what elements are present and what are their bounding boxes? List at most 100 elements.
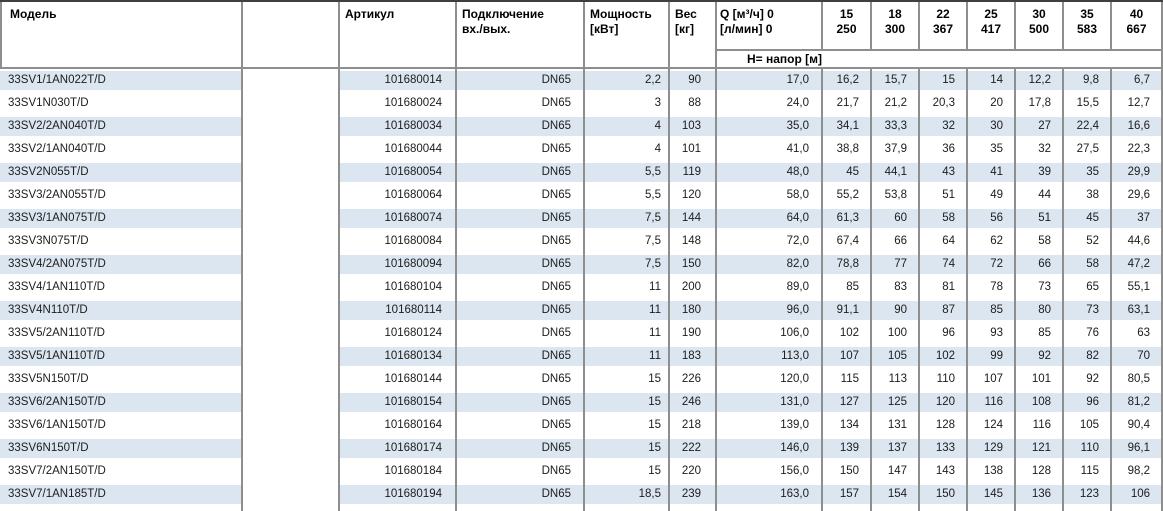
cell-power: 11 xyxy=(585,299,670,322)
cell-stub xyxy=(340,506,457,511)
cell-head-40: 29,9 xyxy=(1112,161,1163,184)
cell-model: 33SV4/1AN110T/D xyxy=(0,276,243,299)
cell-head-22: 36 xyxy=(920,138,968,161)
cell-stub xyxy=(1112,506,1163,511)
col-header-model: Модель xyxy=(0,2,243,69)
cell-head-40: 6,7 xyxy=(1112,69,1163,92)
cell-connection: DN65 xyxy=(457,437,585,460)
cell-head-22: 32 xyxy=(920,115,968,138)
cell-head-35: 73 xyxy=(1064,299,1112,322)
cell-spacer xyxy=(243,299,340,322)
cell-connection: DN65 xyxy=(457,92,585,115)
cell-model: 33SV2/1AN040T/D xyxy=(0,138,243,161)
cell-model: 33SV6/2AN150T/D xyxy=(0,391,243,414)
table-row: 33SV7/1AN185T/D 101680194 DN65 18,5 239 163,0… xyxy=(0,483,1163,506)
cell-spacer xyxy=(243,322,340,345)
cell-head-30: 121 xyxy=(1016,437,1064,460)
table-row: 33SV4/2AN075T/D 101680094 DN65 7,5 150 82,0 78… xyxy=(0,253,1163,276)
cell-weight: 246 xyxy=(670,391,717,414)
cell-article: 101680174 xyxy=(340,437,457,460)
cell-connection: DN65 xyxy=(457,161,585,184)
table-row: 33SV1N030T/D 101680024 DN65 3 88 24,0 21,7 21,2… xyxy=(0,92,1163,115)
cell-head-25: 62 xyxy=(968,230,1016,253)
cell-article: 101680114 xyxy=(340,299,457,322)
cell-head-40: 81,2 xyxy=(1112,391,1163,414)
cell-spacer xyxy=(243,253,340,276)
table-row: 33SV3/1AN075T/D 101680074 DN65 7,5 144 64,0 61… xyxy=(0,207,1163,230)
col-header-connection-line1: Подключение xyxy=(462,7,544,21)
cell-head-18: 113 xyxy=(872,368,920,391)
cell-stub xyxy=(920,506,968,511)
col-header-flow-15: 15 250 xyxy=(823,2,872,49)
cell-head-15: 107 xyxy=(823,345,872,368)
col-header-connection-line2: вх./вых. xyxy=(462,22,511,36)
cell-head-15: 55,2 xyxy=(823,184,872,207)
cell-model: 33SV2N055T/D xyxy=(0,161,243,184)
cell-head-35: 96 xyxy=(1064,391,1112,414)
cell-spacer xyxy=(243,69,340,92)
cell-weight: 120 xyxy=(670,184,717,207)
cell-power: 11 xyxy=(585,345,670,368)
header-row-sub: H= напор [м] xyxy=(0,49,1163,69)
cell-head-q0: 139,0 xyxy=(717,414,823,437)
partial-next-row xyxy=(0,506,1163,511)
cell-head-40: 96,1 xyxy=(1112,437,1163,460)
cell-power: 15 xyxy=(585,368,670,391)
head-row-label: H= напор [м] xyxy=(747,52,823,66)
cell-weight: 101 xyxy=(670,138,717,161)
cell-head-40: 80,5 xyxy=(1112,368,1163,391)
cell-head-25: 56 xyxy=(968,207,1016,230)
cell-power: 4 xyxy=(585,115,670,138)
table-row: 33SV4/1AN110T/D 101680104 DN65 11 200 89,0 85 8… xyxy=(0,276,1163,299)
cell-weight: 190 xyxy=(670,322,717,345)
flow-lmin: 300 xyxy=(884,22,906,36)
cell-connection: DN65 xyxy=(457,483,585,506)
cell-article: 101680194 xyxy=(340,483,457,506)
cell-head-18: 90 xyxy=(872,299,920,322)
cell-head-18: 60 xyxy=(872,207,920,230)
cell-head-15: 134 xyxy=(823,414,872,437)
cell-stub xyxy=(968,506,1016,511)
cell-head-35: 38 xyxy=(1064,184,1112,207)
cell-spacer xyxy=(243,345,340,368)
flow-m3h: 18 xyxy=(888,7,902,21)
cell-head-q0: 64,0 xyxy=(717,207,823,230)
cell-head-15: 139 xyxy=(823,437,872,460)
cell-head-15: 34,1 xyxy=(823,115,872,138)
cell-head-q0: 106,0 xyxy=(717,322,823,345)
cell-head-40: 29,6 xyxy=(1112,184,1163,207)
cell-head-35: 82 xyxy=(1064,345,1112,368)
cell-model: 33SV4/2AN075T/D xyxy=(0,253,243,276)
col-header-model-label: Модель xyxy=(10,7,57,21)
cell-head-22: 87 xyxy=(920,299,968,322)
flow-m3h: 35 xyxy=(1080,7,1094,21)
cell-connection: DN65 xyxy=(457,322,585,345)
cell-head-15: 67,4 xyxy=(823,230,872,253)
cell-head-q0: 82,0 xyxy=(717,253,823,276)
cell-model: 33SV4N110T/D xyxy=(0,299,243,322)
cell-head-25: 138 xyxy=(968,460,1016,483)
col-header-flow-25: 25 417 xyxy=(968,2,1016,49)
cell-spacer xyxy=(243,138,340,161)
cell-head-25: 20 xyxy=(968,92,1016,115)
cell-head-40: 63 xyxy=(1112,322,1163,345)
cell-connection: DN65 xyxy=(457,138,585,161)
cell-head-35: 76 xyxy=(1064,322,1112,345)
cell-power: 11 xyxy=(585,276,670,299)
col-header-flow-18: 18 300 xyxy=(872,2,920,49)
cell-connection: DN65 xyxy=(457,253,585,276)
table-row: 33SV2/2AN040T/D 101680034 DN65 4 103 35,0 34,1… xyxy=(0,115,1163,138)
flow-lmin: 250 xyxy=(836,22,857,36)
col-header-q-line1: Q [м³/ч] 0 xyxy=(720,7,774,21)
table-row: 33SV5/1AN110T/D 101680134 DN65 11 183 113,0 10… xyxy=(0,345,1163,368)
cell-head-18: 83 xyxy=(872,276,920,299)
cell-head-22: 74 xyxy=(920,253,968,276)
flow-m3h: 15 xyxy=(839,7,854,21)
cell-head-35: 22,4 xyxy=(1064,115,1112,138)
cell-model: 33SV3/1AN075T/D xyxy=(0,207,243,230)
cell-head-18: 77 xyxy=(872,253,920,276)
cell-stub xyxy=(0,506,243,511)
cell-weight: 220 xyxy=(670,460,717,483)
